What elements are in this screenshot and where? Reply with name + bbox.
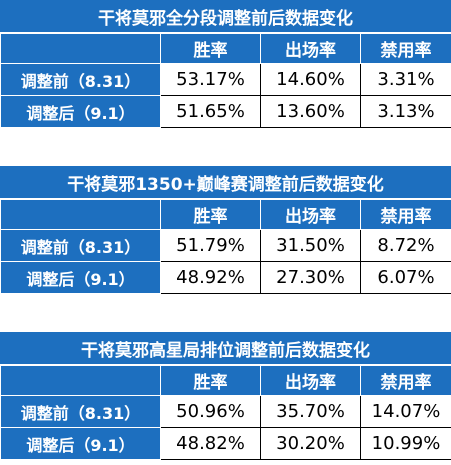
win-rate-value: 48.82% xyxy=(160,427,261,460)
header-ban-rate: 禁用率 xyxy=(360,33,451,64)
panel-all-tiers: 干将莫邪全分段调整前后数据变化 胜率 出场率 禁用率 调整前（8.31） 53.… xyxy=(0,0,451,128)
row-label-before: 调整前（8.31） xyxy=(0,395,161,428)
pick-rate-value: 35.70% xyxy=(260,395,361,428)
header-pick-rate: 出场率 xyxy=(260,199,361,230)
ban-rate-value: 8.72% xyxy=(360,229,451,262)
panel-title: 干将莫邪1350+巅峰赛调整前后数据变化 xyxy=(0,166,451,199)
pick-rate-value: 27.30% xyxy=(260,261,361,294)
table-row: 调整后（9.1） 48.92% 27.30% 6.07% xyxy=(0,261,451,294)
row-label-after: 调整后（9.1） xyxy=(0,95,161,128)
pick-rate-value: 30.20% xyxy=(260,427,361,460)
table-row: 调整前（8.31） 50.96% 35.70% 14.07% xyxy=(0,395,451,428)
ban-rate-value: 3.31% xyxy=(360,63,451,96)
header-win-rate: 胜率 xyxy=(160,33,261,64)
ban-rate-value: 3.13% xyxy=(360,95,451,128)
panel-high-star-ranked: 干将莫邪高星局排位调整前后数据变化 胜率 出场率 禁用率 调整前（8.31） 5… xyxy=(0,332,451,460)
header-win-rate: 胜率 xyxy=(160,199,261,230)
win-rate-value: 53.17% xyxy=(160,63,261,96)
stats-table: 胜率 出场率 禁用率 调整前（8.31） 50.96% 35.70% 14.07… xyxy=(0,365,451,460)
table-header-row: 胜率 出场率 禁用率 xyxy=(0,365,451,396)
win-rate-value: 51.79% xyxy=(160,229,261,262)
pick-rate-value: 31.50% xyxy=(260,229,361,262)
panel-title: 干将莫邪全分段调整前后数据变化 xyxy=(0,0,451,33)
win-rate-value: 50.96% xyxy=(160,395,261,428)
ban-rate-value: 10.99% xyxy=(360,427,451,460)
table-row: 调整后（9.1） 51.65% 13.60% 3.13% xyxy=(0,95,451,128)
table-header-row: 胜率 出场率 禁用率 xyxy=(0,33,451,64)
header-corner xyxy=(0,199,161,230)
row-label-before: 调整前（8.31） xyxy=(0,229,161,262)
panel-title: 干将莫邪高星局排位调整前后数据变化 xyxy=(0,332,451,365)
stats-table: 胜率 出场率 禁用率 调整前（8.31） 53.17% 14.60% 3.31%… xyxy=(0,33,451,128)
table-row: 调整前（8.31） 51.79% 31.50% 8.72% xyxy=(0,229,451,262)
pick-rate-value: 13.60% xyxy=(260,95,361,128)
row-label-after: 调整后（9.1） xyxy=(0,261,161,294)
header-win-rate: 胜率 xyxy=(160,365,261,396)
pick-rate-value: 14.60% xyxy=(260,63,361,96)
panel-peak-1350: 干将莫邪1350+巅峰赛调整前后数据变化 胜率 出场率 禁用率 调整前（8.31… xyxy=(0,166,451,294)
win-rate-value: 48.92% xyxy=(160,261,261,294)
header-pick-rate: 出场率 xyxy=(260,365,361,396)
table-row: 调整前（8.31） 53.17% 14.60% 3.31% xyxy=(0,63,451,96)
ban-rate-value: 6.07% xyxy=(360,261,451,294)
row-label-before: 调整前（8.31） xyxy=(0,63,161,96)
table-row: 调整后（9.1） 48.82% 30.20% 10.99% xyxy=(0,427,451,460)
header-ban-rate: 禁用率 xyxy=(360,199,451,230)
row-label-after: 调整后（9.1） xyxy=(0,427,161,460)
ban-rate-value: 14.07% xyxy=(360,395,451,428)
header-corner xyxy=(0,33,161,64)
header-corner xyxy=(0,365,161,396)
header-ban-rate: 禁用率 xyxy=(360,365,451,396)
win-rate-value: 51.65% xyxy=(160,95,261,128)
header-pick-rate: 出场率 xyxy=(260,33,361,64)
stats-table: 胜率 出场率 禁用率 调整前（8.31） 51.79% 31.50% 8.72%… xyxy=(0,199,451,294)
table-header-row: 胜率 出场率 禁用率 xyxy=(0,199,451,230)
